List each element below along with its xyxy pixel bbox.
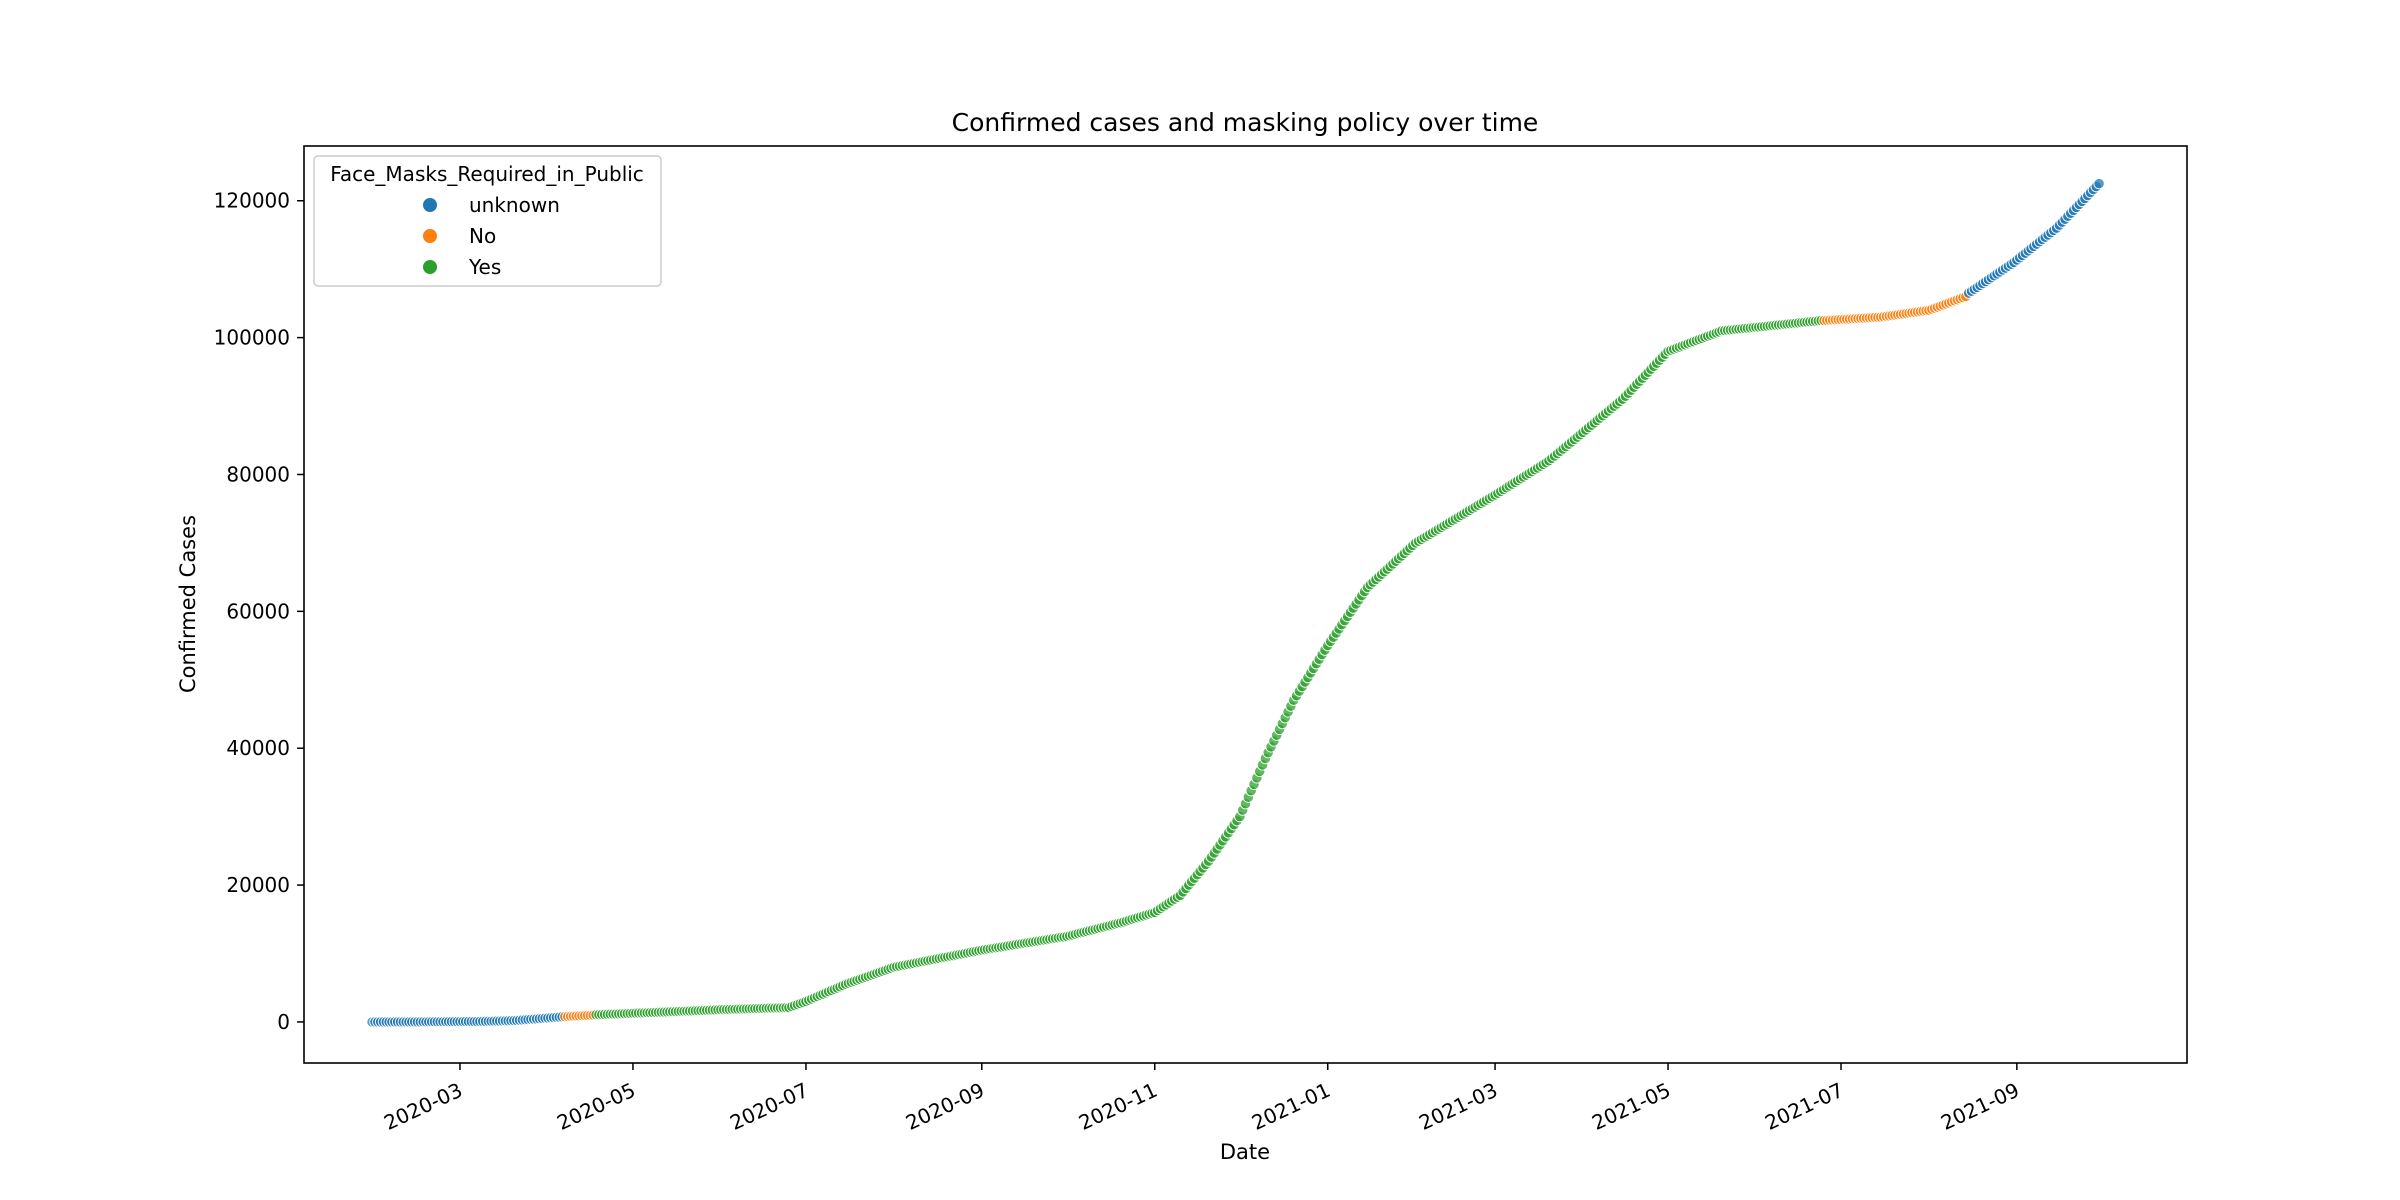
legend-label-yes: Yes bbox=[468, 255, 501, 279]
y-tick-label: 120000 bbox=[214, 189, 290, 213]
data-point-unknown bbox=[2093, 177, 2105, 190]
y-axis-label: Confirmed Cases bbox=[176, 515, 200, 693]
legend-label-no: No bbox=[469, 224, 496, 248]
legend-entries: unknown No Yes bbox=[423, 193, 560, 279]
y-tick-label: 40000 bbox=[226, 736, 290, 760]
y-tick-label: 60000 bbox=[226, 599, 290, 623]
data-points bbox=[366, 177, 2105, 1028]
legend-marker-yes bbox=[423, 260, 437, 274]
legend: Face_Masks_Required_in_Public unknown No Y… bbox=[313, 155, 662, 287]
legend-marker-unknown bbox=[423, 198, 437, 212]
y-tick-label: 20000 bbox=[226, 873, 290, 897]
legend-label-unknown: unknown bbox=[469, 193, 560, 217]
legend-marker-no bbox=[423, 229, 437, 243]
y-tick-label: 100000 bbox=[214, 326, 290, 350]
chart-title: Confirmed cases and masking policy over … bbox=[952, 108, 1539, 137]
plot-frame bbox=[303, 145, 2188, 1064]
x-axis-label: Date bbox=[1220, 1140, 1270, 1164]
y-tick-label: 80000 bbox=[226, 462, 290, 486]
legend-title: Face_Masks_Required_in_Public bbox=[330, 162, 644, 186]
legend-box bbox=[313, 155, 662, 287]
y-tick-label: 0 bbox=[277, 1010, 290, 1034]
